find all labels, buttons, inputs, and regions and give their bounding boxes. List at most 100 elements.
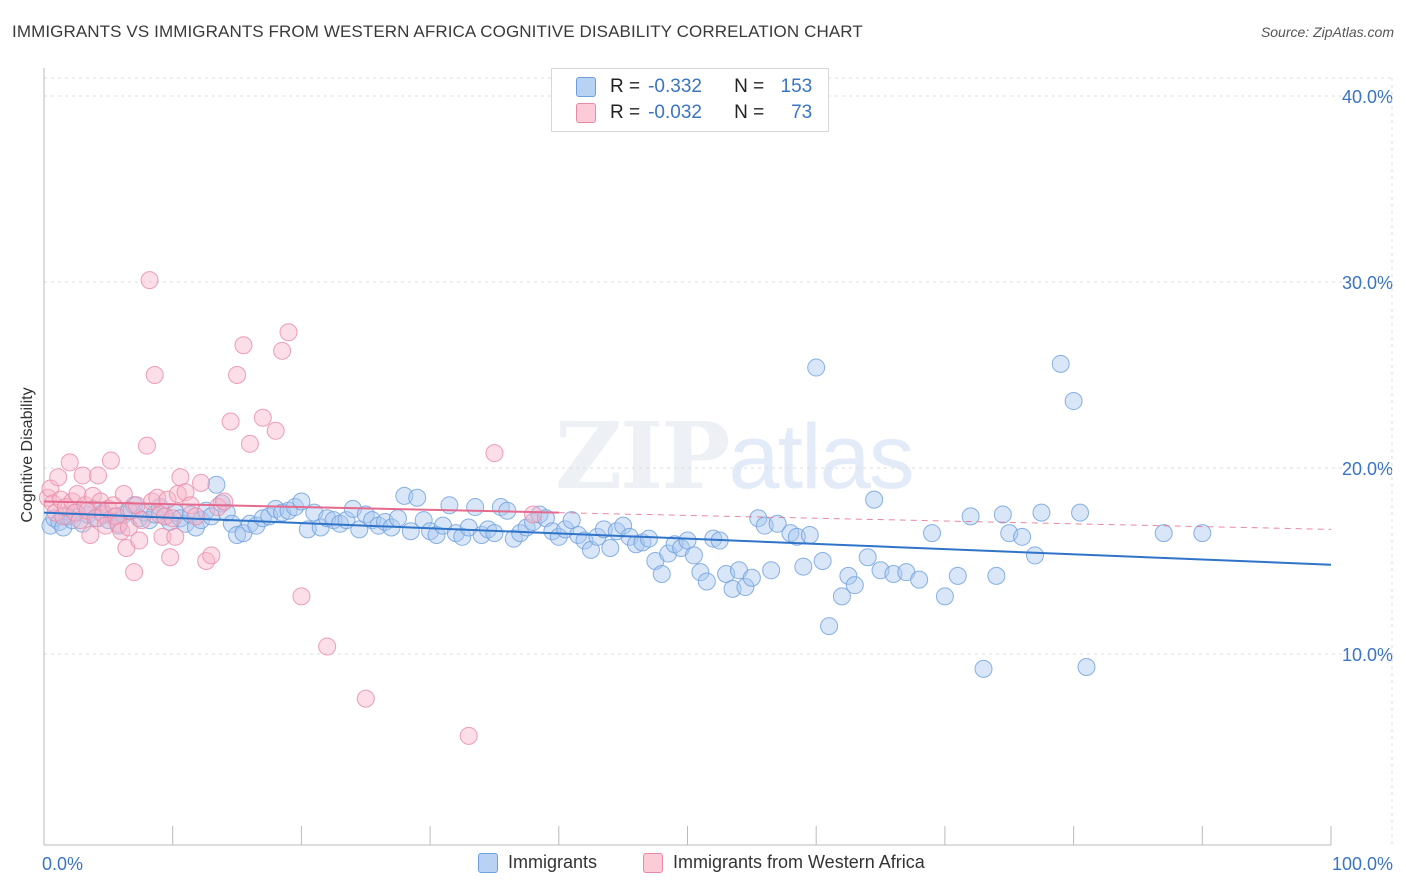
- immigrants-point: [800, 525, 819, 544]
- bottom-legend-swatch-blue: [478, 852, 498, 873]
- immigrants-point: [1071, 503, 1090, 522]
- western-africa-point: [130, 531, 149, 550]
- western-africa-point: [60, 453, 79, 472]
- western-africa-point: [356, 689, 375, 708]
- immigrants-point: [1193, 524, 1212, 543]
- western-africa-point: [197, 552, 216, 570]
- immigrants-point: [807, 358, 826, 377]
- western-africa-point: [192, 473, 211, 492]
- immigrants-point: [794, 557, 813, 576]
- immigrants-trend-line: [43, 511, 1332, 566]
- immigrants-point: [388, 509, 407, 528]
- legend-swatch-blue: [576, 77, 596, 97]
- western-africa-point: [101, 451, 120, 470]
- legend-n-label: N =: [734, 102, 765, 123]
- immigrants-point: [910, 570, 929, 589]
- immigrants-point: [993, 505, 1012, 524]
- western-africa-point: [524, 505, 543, 524]
- watermark-zip: ZIP: [555, 402, 730, 510]
- immigrants-point: [865, 490, 884, 509]
- source-label: Source: ZipAtlas.com: [1260, 24, 1394, 40]
- western-africa-point: [273, 341, 292, 360]
- chart-title: IMMIGRANTS VS IMMIGRANTS FROM WESTERN AF…: [12, 22, 863, 41]
- western-africa-point: [186, 507, 205, 526]
- western-africa-point: [215, 492, 234, 511]
- bottom-legend-label: Immigrants from Western Africa: [673, 852, 925, 872]
- immigrants-point: [581, 540, 600, 559]
- immigrants-point: [678, 531, 697, 550]
- immigrants-point: [935, 587, 954, 606]
- western-africa-point: [132, 511, 151, 530]
- western-africa-point: [279, 323, 298, 342]
- immigrants-point: [485, 524, 504, 543]
- western-africa-point: [137, 436, 156, 455]
- immigrants-point: [684, 546, 703, 565]
- immigrants-point: [961, 507, 980, 526]
- western-africa-trend-line: [43, 500, 559, 514]
- western-africa-point: [81, 525, 100, 544]
- western-africa-point: [125, 563, 144, 582]
- immigrants-point: [813, 552, 832, 570]
- western-africa-point: [140, 271, 159, 290]
- immigrants-point: [408, 488, 427, 507]
- western-africa-point: [292, 587, 311, 606]
- legend-row-western-africa: R = -0.032 N = 73: [576, 101, 812, 125]
- immigrants-point: [1077, 658, 1096, 677]
- immigrants-point: [1154, 524, 1173, 543]
- legend-r-label: R =: [610, 102, 641, 123]
- y-tick-label: 20.0%: [1342, 459, 1393, 479]
- western-africa-trend-line-dashed: [558, 512, 1332, 530]
- bottom-legend-immigrants: Immigrants: [478, 852, 597, 873]
- immigrants-point: [466, 498, 485, 517]
- western-africa-point: [153, 527, 172, 546]
- watermark-atlas: atlas: [728, 406, 914, 508]
- immigrants-point: [697, 572, 716, 591]
- bottom-legend-western-africa: Immigrants from Western Africa: [643, 852, 925, 873]
- bottom-legend-label: Immigrants: [508, 852, 598, 872]
- immigrants-point: [1064, 392, 1083, 411]
- immigrants-point: [639, 529, 658, 548]
- legend-r-label: R =: [610, 76, 641, 97]
- immigrants-point: [923, 524, 942, 543]
- western-africa-point: [266, 421, 285, 440]
- x-tick-label: 0.0%: [42, 854, 83, 874]
- immigrants-point: [228, 525, 247, 544]
- western-africa-point: [166, 527, 185, 546]
- immigrants-point: [601, 538, 620, 557]
- immigrants-point: [217, 503, 236, 522]
- legend-r-value: -0.032: [648, 102, 702, 123]
- immigrants-point: [742, 568, 761, 587]
- immigrants-point: [1025, 546, 1044, 565]
- immigrants-point: [1032, 503, 1051, 522]
- western-africa-point: [89, 466, 108, 485]
- western-africa-point: [253, 408, 272, 427]
- immigrants-point: [736, 578, 755, 597]
- immigrants-point: [749, 509, 768, 528]
- immigrants-point: [762, 561, 781, 580]
- legend-n-value: 153: [780, 76, 813, 97]
- immigrants-point: [987, 566, 1006, 585]
- western-africa-point: [240, 434, 259, 453]
- western-africa-point: [104, 496, 123, 515]
- immigrants-point: [832, 587, 851, 606]
- western-africa-point: [459, 726, 478, 745]
- correlation-legend: R = -0.332 N = 153 R = -0.032 N = 73: [551, 68, 829, 132]
- western-africa-point: [485, 444, 504, 463]
- immigrants-point: [948, 566, 967, 585]
- immigrants-point: [207, 475, 226, 494]
- legend-swatch-pink: [576, 103, 596, 123]
- immigrants-point: [292, 492, 311, 511]
- western-africa-point: [234, 336, 253, 355]
- immigrants-point: [691, 563, 710, 582]
- legend-n-value: 73: [791, 102, 813, 123]
- y-tick-label: 30.0%: [1342, 273, 1393, 293]
- immigrants-point: [562, 511, 581, 530]
- western-africa-point: [221, 412, 240, 431]
- immigrants-point: [845, 576, 864, 595]
- watermark: ZIPatlas: [555, 402, 915, 510]
- legend-row-immigrants: R = -0.332 N = 153: [576, 75, 812, 99]
- western-africa-point: [145, 366, 164, 384]
- immigrants-point: [1013, 527, 1032, 546]
- legend-r-value: -0.332: [648, 76, 702, 97]
